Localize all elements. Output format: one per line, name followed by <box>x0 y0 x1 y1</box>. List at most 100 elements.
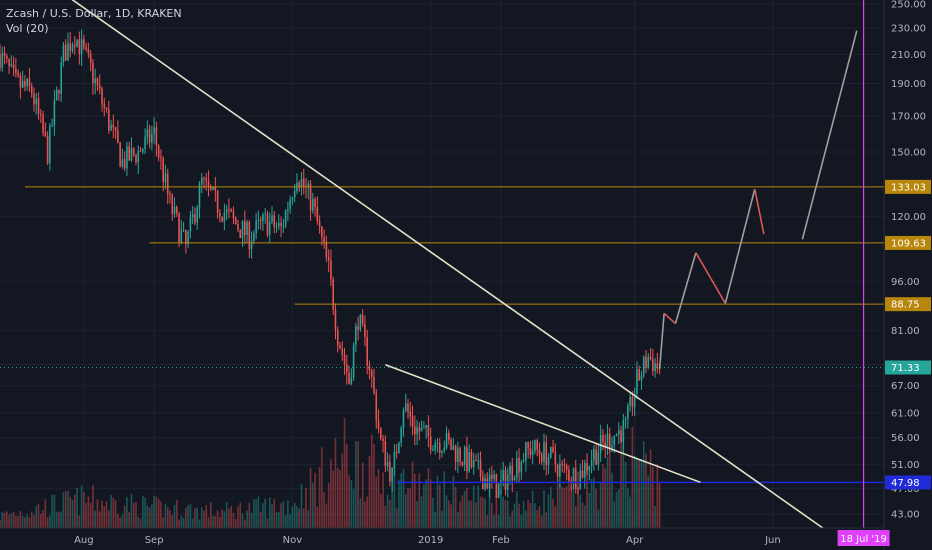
volume-bars <box>0 418 661 528</box>
volume-bar <box>420 496 423 528</box>
volume-bar <box>169 510 171 528</box>
volume-bar <box>545 512 548 528</box>
candle-body <box>117 130 119 143</box>
volume-bar <box>96 499 99 528</box>
volume-bar <box>312 483 314 528</box>
candle-body <box>58 89 60 94</box>
volume-bar <box>497 515 500 528</box>
candle-body <box>40 113 42 115</box>
volume-bar <box>257 496 260 528</box>
candle-body <box>502 470 504 481</box>
volume-bar <box>574 505 577 528</box>
candle-body <box>178 213 180 243</box>
candle-body <box>438 442 441 453</box>
volume-bar <box>103 506 106 528</box>
volume-bar <box>466 487 468 528</box>
volume-indicator-label[interactable]: Vol (20) <box>6 22 49 35</box>
volume-bar <box>482 497 484 528</box>
volume-bar <box>595 488 597 528</box>
candle-body <box>386 461 389 467</box>
volume-bar <box>613 500 616 528</box>
volume-bar <box>266 518 269 528</box>
volume-bar <box>588 492 591 528</box>
candle-body <box>128 146 130 161</box>
volume-bar <box>486 515 489 528</box>
candle-body <box>108 109 110 131</box>
candle-body <box>264 213 266 215</box>
grid <box>0 0 884 528</box>
candle-body <box>228 209 230 211</box>
candle-body <box>341 348 344 355</box>
volume-bar <box>293 502 296 528</box>
volume-bar <box>164 503 167 528</box>
price-tag-current-label: 71.33 <box>891 363 920 374</box>
volume-bar <box>55 511 58 528</box>
volume-bar <box>427 468 430 528</box>
volume-bar <box>350 479 353 528</box>
volume-bar <box>171 514 174 528</box>
candle-body <box>334 309 337 331</box>
volume-bar <box>330 459 332 528</box>
candle-body <box>642 356 645 376</box>
candle-body <box>162 158 164 182</box>
volume-bar <box>255 499 257 528</box>
volume-bar <box>656 464 659 528</box>
candle-body <box>289 199 291 210</box>
candle-body <box>273 215 276 227</box>
volume-bar <box>491 502 493 528</box>
candle-body <box>280 222 282 227</box>
candle-body <box>266 213 269 235</box>
volume-bar <box>144 497 146 528</box>
candle-body <box>10 64 13 66</box>
volume-bar <box>518 503 520 528</box>
candle-body <box>563 464 566 466</box>
volume-bar <box>534 503 536 528</box>
candle-body <box>463 447 466 465</box>
volume-bar <box>550 486 552 528</box>
candle-body <box>139 150 142 152</box>
candle-body <box>332 279 334 310</box>
price-axis-background <box>884 0 932 550</box>
volume-bar <box>309 467 312 528</box>
volume-bar <box>438 484 441 528</box>
volume-bar <box>228 509 230 528</box>
candle-body <box>452 445 455 450</box>
volume-bar <box>135 501 137 528</box>
candle-body <box>518 457 520 473</box>
volume-bar <box>80 485 83 528</box>
volume-bar <box>114 500 117 528</box>
horizontal-levels <box>0 186 884 484</box>
volume-bar <box>599 483 602 528</box>
candle-body <box>330 260 332 280</box>
candle-body <box>53 100 56 126</box>
candle-body <box>160 157 162 159</box>
candle-body <box>268 221 271 235</box>
volume-bar <box>162 517 164 528</box>
candle-body <box>364 323 366 337</box>
candle-body <box>525 441 527 461</box>
candle-body <box>608 433 611 449</box>
candle-body <box>255 220 257 234</box>
candle-body <box>15 68 17 73</box>
volume-bar <box>300 484 303 528</box>
candle-body <box>6 56 8 59</box>
candle-body <box>538 449 541 455</box>
candle-body <box>509 465 511 475</box>
candle-body <box>314 199 316 208</box>
time-tick-label: 2019 <box>418 535 443 546</box>
volume-bar <box>384 505 387 528</box>
volume-bar <box>452 475 455 528</box>
volume-bar <box>386 494 389 528</box>
volume-bar <box>400 473 402 528</box>
volume-bar <box>314 472 316 528</box>
volume-bar <box>271 504 273 528</box>
volume-bar <box>128 512 130 528</box>
candle-body <box>203 177 205 179</box>
candle-body <box>613 435 616 446</box>
symbol-title[interactable]: Zcash / U.S. Dollar, 1D, KRAKEN <box>6 7 182 20</box>
volume-bar <box>64 491 67 528</box>
candle-body <box>581 470 584 478</box>
